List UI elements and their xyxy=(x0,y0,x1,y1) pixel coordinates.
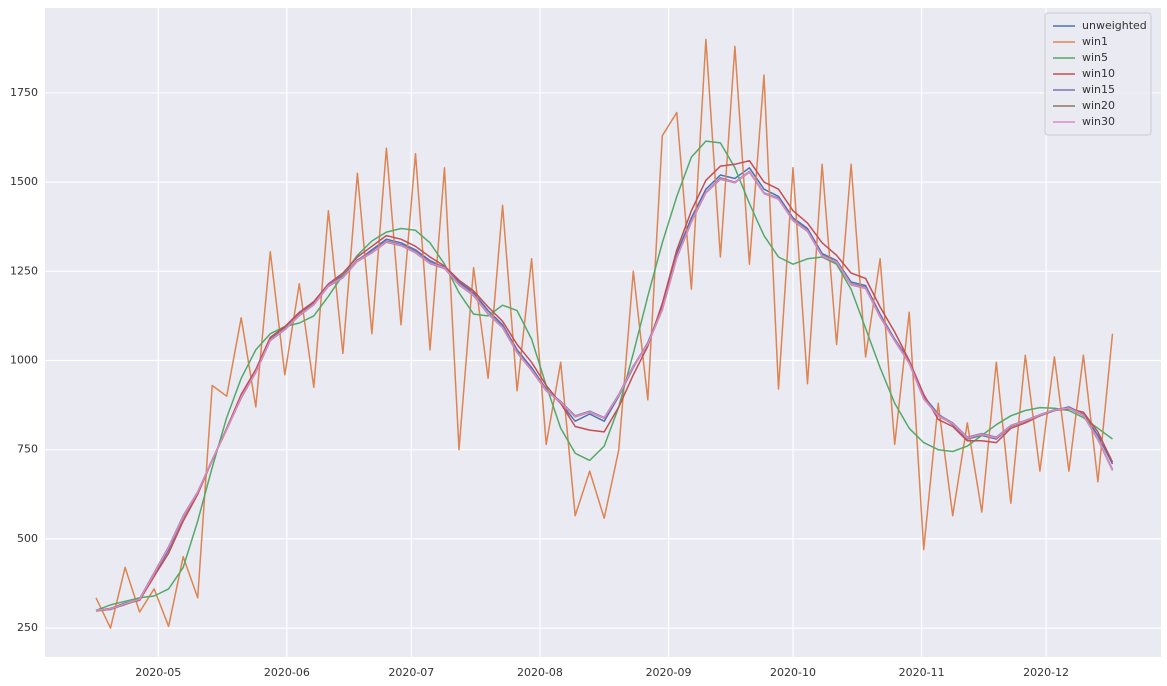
y-tick-label: 250 xyxy=(17,621,38,634)
x-tick-label: 2020-07 xyxy=(388,666,434,679)
x-tick-label: 2020-09 xyxy=(646,666,692,679)
y-tick-label: 1750 xyxy=(10,86,38,99)
legend-box xyxy=(1044,12,1152,136)
series-line xyxy=(95,140,1113,612)
y-tick-label: 500 xyxy=(17,532,38,545)
legend-label: win15 xyxy=(1082,83,1115,96)
y-tick-label: 1000 xyxy=(10,354,38,367)
y-tick-label: 1500 xyxy=(10,175,38,188)
plot-area xyxy=(45,8,1161,657)
x-tick-label: 2020-05 xyxy=(135,666,181,679)
legend: unweighted win1 win5 win10 win15 win20 win30 xyxy=(1044,12,1152,136)
legend-label: win10 xyxy=(1082,67,1115,80)
y-tick-label: 750 xyxy=(17,443,38,456)
legend-label: win5 xyxy=(1082,51,1108,64)
x-tick-label: 2020-11 xyxy=(899,666,945,679)
legend-label: win30 xyxy=(1082,115,1115,128)
series-line xyxy=(95,171,1114,612)
legend-label: unweighted xyxy=(1082,19,1147,32)
series-line xyxy=(95,159,1114,612)
legend-label: win20 xyxy=(1082,99,1115,112)
series-line xyxy=(95,38,1114,629)
x-tick-label: 2020-12 xyxy=(1023,666,1069,679)
legend-label: win1 xyxy=(1082,35,1108,48)
x-tick-label: 2020-06 xyxy=(264,666,310,679)
x-tick-label: 2020-08 xyxy=(517,666,563,679)
x-tick-label: 2020-10 xyxy=(770,666,816,679)
y-tick-label: 1250 xyxy=(10,264,38,277)
